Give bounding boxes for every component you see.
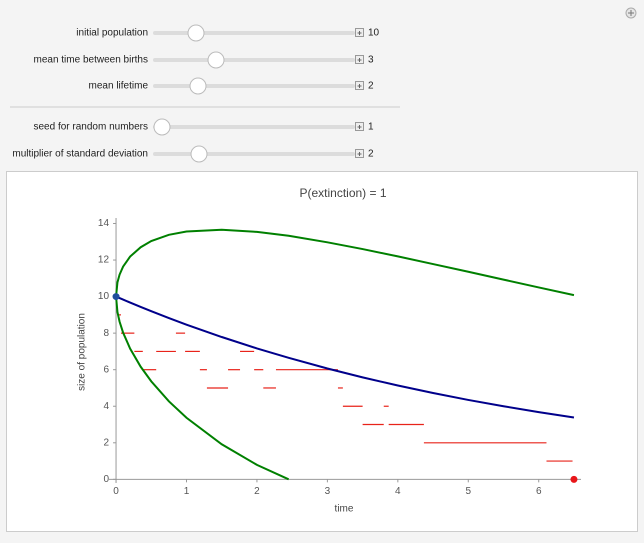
slider-knob[interactable] — [190, 145, 208, 163]
x-tick-label: 2 — [254, 486, 260, 497]
x-tick-label: 4 — [395, 486, 401, 497]
y-axis-label: size of population — [77, 313, 88, 391]
y-tick-label: 6 — [103, 364, 109, 375]
slider-knob[interactable] — [207, 51, 225, 69]
plot-panel — [6, 171, 638, 532]
control-label: seed for random numbers — [33, 122, 148, 133]
options-icon — [628, 10, 634, 16]
y-tick-label: 14 — [98, 218, 110, 229]
control-value: 3 — [368, 55, 374, 66]
y-tick-label: 2 — [103, 437, 109, 448]
y-tick-label: 10 — [98, 291, 110, 302]
y-tick-label: 12 — [98, 255, 110, 266]
expand-icon — [357, 58, 362, 62]
expand-icon — [357, 31, 362, 35]
y-tick-label: 0 — [103, 474, 109, 485]
series-line — [115, 295, 575, 419]
x-axis-label: time — [335, 504, 354, 515]
x-tick-label: 3 — [325, 486, 331, 497]
slider-knob[interactable] — [187, 24, 205, 42]
series-line — [115, 296, 290, 481]
chart-title: P(extinction) = 1 — [299, 186, 386, 200]
control-value: 2 — [368, 81, 374, 92]
x-tick-label: 1 — [184, 486, 190, 497]
control-value: 2 — [368, 149, 374, 160]
expand-icon — [357, 84, 362, 88]
control-label: initial population — [76, 28, 148, 39]
endpoint-marker — [112, 293, 120, 301]
slider-knob[interactable] — [189, 77, 207, 95]
x-tick-label: 6 — [536, 486, 542, 497]
x-tick-label: 5 — [466, 486, 472, 497]
y-tick-label: 8 — [103, 328, 109, 339]
control-value: 10 — [368, 28, 380, 39]
series-line — [115, 228, 575, 297]
endpoint-marker — [570, 475, 578, 483]
control-label: mean lifetime — [89, 81, 149, 92]
slider-knob[interactable] — [153, 118, 171, 136]
control-label: mean time between births — [33, 55, 148, 66]
y-tick-label: 4 — [103, 401, 109, 412]
control-value: 1 — [368, 122, 374, 133]
control-label: multiplier of standard deviation — [12, 149, 148, 160]
expand-icon — [357, 125, 362, 129]
expand-icon — [357, 152, 362, 156]
x-tick-label: 0 — [113, 486, 119, 497]
